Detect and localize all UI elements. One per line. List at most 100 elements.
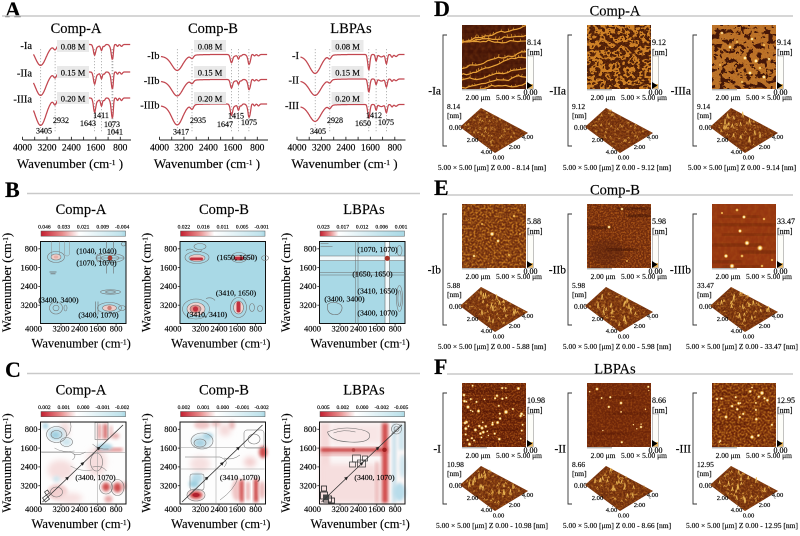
svg-text:1600: 1600 bbox=[300, 443, 317, 453]
svg-text:0.00: 0.00 bbox=[618, 334, 630, 341]
svg-text:-I: -I bbox=[433, 444, 441, 456]
svg-text:3200: 3200 bbox=[312, 144, 331, 154]
svg-text:3200: 3200 bbox=[160, 300, 177, 310]
svg-text:10.98: 10.98 bbox=[447, 460, 464, 469]
svg-text:2400: 2400 bbox=[160, 281, 177, 291]
svg-text:2.00 μm: 2.00 μm bbox=[591, 272, 616, 281]
svg-text:4.00: 4.00 bbox=[606, 149, 618, 156]
svg-text:2935: 2935 bbox=[190, 116, 206, 125]
svg-text:-0.002: -0.002 bbox=[115, 405, 130, 411]
svg-text:9.12: 9.12 bbox=[652, 38, 666, 47]
svg-text:1415: 1415 bbox=[228, 112, 244, 121]
svg-text:2.00: 2.00 bbox=[592, 495, 604, 502]
svg-text:8.14: 8.14 bbox=[447, 102, 460, 111]
svg-text:5.00 × 5.00 μm: 5.00 × 5.00 μm bbox=[746, 272, 792, 281]
svg-text:0.00: 0.00 bbox=[574, 302, 587, 311]
svg-text:[nm]: [nm] bbox=[527, 406, 543, 415]
svg-text:D: D bbox=[434, 0, 450, 21]
svg-text:1041: 1041 bbox=[107, 128, 123, 137]
svg-text:9.12: 9.12 bbox=[572, 102, 585, 111]
svg-text:(3400, 1070): (3400, 1070) bbox=[354, 473, 395, 482]
svg-text:1650: 1650 bbox=[355, 119, 371, 128]
svg-text:5.00 × 5.00 [μm] Z 0.00 - 8.6: 5.00 × 5.00 [μm] Z 0.00 - 8.66 [nm] bbox=[563, 521, 671, 530]
svg-text:2.00: 2.00 bbox=[717, 316, 729, 323]
svg-text:2400: 2400 bbox=[71, 323, 88, 333]
svg-text:4.00: 4.00 bbox=[731, 507, 743, 514]
svg-text:0.002: 0.002 bbox=[337, 405, 350, 411]
svg-text:[nm]: [nm] bbox=[697, 290, 712, 299]
svg-text:800: 800 bbox=[164, 424, 177, 434]
svg-text:3200: 3200 bbox=[21, 300, 38, 310]
svg-text:5.00 × 5.00 [μm] Z 0.00 - 9.1: 5.00 × 5.00 [μm] Z 0.00 - 9.12 [nm] bbox=[563, 163, 671, 172]
svg-text:4000: 4000 bbox=[165, 323, 182, 333]
svg-text:0.00: 0.00 bbox=[493, 334, 505, 341]
svg-text:-III: -III bbox=[285, 101, 299, 112]
svg-text:1075: 1075 bbox=[378, 118, 394, 127]
svg-text:1600: 1600 bbox=[229, 323, 246, 333]
svg-text:5.00 × 5.00 μm: 5.00 × 5.00 μm bbox=[621, 93, 667, 102]
svg-text:4.00: 4.00 bbox=[522, 134, 534, 141]
svg-text:0.20 M: 0.20 M bbox=[198, 94, 223, 104]
svg-text:Wavenumber (cm-1): Wavenumber (cm-1) bbox=[0, 413, 14, 512]
svg-text:Comp-A: Comp-A bbox=[51, 21, 102, 37]
svg-text:4000: 4000 bbox=[304, 504, 321, 514]
svg-text:1600: 1600 bbox=[160, 443, 177, 453]
svg-text:[nm]: [nm] bbox=[652, 227, 668, 236]
svg-text:4000: 4000 bbox=[165, 504, 182, 514]
svg-text:1600: 1600 bbox=[368, 323, 385, 333]
svg-text:3200: 3200 bbox=[332, 323, 349, 333]
svg-text:0.005: 0.005 bbox=[317, 405, 330, 411]
svg-text:[nm]: [nm] bbox=[572, 469, 587, 478]
svg-text:4000: 4000 bbox=[288, 144, 307, 154]
svg-text:0.15 M: 0.15 M bbox=[198, 68, 223, 78]
svg-text:(3410, 1650): (3410, 1650) bbox=[216, 289, 257, 298]
svg-text:0.00: 0.00 bbox=[618, 155, 630, 162]
svg-text:2400: 2400 bbox=[21, 462, 38, 472]
svg-text:800: 800 bbox=[249, 323, 262, 333]
svg-text:0.006: 0.006 bbox=[375, 225, 388, 231]
svg-text:4.00: 4.00 bbox=[731, 328, 743, 335]
svg-text:5.00 × 5.00 [μm] Z 0.00 - 9.1: 5.00 × 5.00 [μm] Z 0.00 - 9.14 [nm] bbox=[688, 163, 796, 172]
svg-text:10.98: 10.98 bbox=[527, 396, 545, 405]
svg-text:0.00: 0.00 bbox=[649, 446, 663, 455]
svg-text:800: 800 bbox=[304, 424, 317, 434]
svg-text:(1650, 1650): (1650, 1650) bbox=[352, 270, 393, 279]
svg-text:5.00 × 5.00 [μm] Z 0.00 - 8.1: 5.00 × 5.00 [μm] Z 0.00 - 8.14 [nm] bbox=[438, 163, 546, 172]
svg-text:2.00: 2.00 bbox=[634, 502, 646, 509]
svg-text:1412: 1412 bbox=[366, 111, 382, 120]
svg-text:4.00: 4.00 bbox=[647, 313, 659, 320]
svg-text:[nm]: [nm] bbox=[447, 290, 462, 299]
svg-text:0.00: 0.00 bbox=[618, 513, 630, 520]
svg-text:-Ib: -Ib bbox=[428, 265, 442, 277]
svg-text:1600: 1600 bbox=[223, 144, 242, 154]
svg-text:4000: 4000 bbox=[304, 323, 321, 333]
svg-text:1600: 1600 bbox=[21, 262, 38, 272]
svg-text:2.00: 2.00 bbox=[592, 137, 604, 144]
svg-text:5.00 × 5.00 μm: 5.00 × 5.00 μm bbox=[621, 272, 667, 281]
svg-text:-0.004: -0.004 bbox=[115, 225, 130, 231]
svg-text:1411: 1411 bbox=[93, 111, 109, 120]
svg-text:4000: 4000 bbox=[25, 504, 42, 514]
svg-text:0.00: 0.00 bbox=[649, 88, 663, 97]
svg-text:LBPAs: LBPAs bbox=[594, 362, 636, 378]
svg-text:3200: 3200 bbox=[53, 504, 70, 514]
svg-text:(1070, 1070): (1070, 1070) bbox=[357, 245, 398, 254]
svg-text:Wavenumber (cm-1): Wavenumber (cm-1) bbox=[311, 337, 410, 351]
svg-text:1600: 1600 bbox=[86, 144, 105, 154]
svg-text:2.00 μm: 2.00 μm bbox=[716, 93, 741, 102]
svg-text:2.00: 2.00 bbox=[467, 316, 479, 323]
svg-text:1643: 1643 bbox=[80, 119, 96, 128]
svg-text:0.00: 0.00 bbox=[699, 123, 712, 132]
svg-text:1600: 1600 bbox=[368, 504, 385, 514]
svg-text:Comp-A: Comp-A bbox=[56, 383, 107, 399]
svg-text:800: 800 bbox=[389, 323, 402, 333]
svg-text:Wavenumber (cm-1): Wavenumber (cm-1) bbox=[311, 517, 410, 531]
svg-text:0.00: 0.00 bbox=[493, 513, 505, 520]
svg-text:3405: 3405 bbox=[310, 127, 326, 136]
svg-text:5.00 × 5.00 μm: 5.00 × 5.00 μm bbox=[621, 451, 667, 460]
svg-text:[nm]: [nm] bbox=[652, 406, 668, 415]
svg-text:1073: 1073 bbox=[104, 120, 120, 129]
svg-text:4.00: 4.00 bbox=[647, 134, 659, 141]
svg-text:2.00: 2.00 bbox=[634, 323, 646, 330]
svg-text:-IIb: -IIb bbox=[549, 265, 566, 277]
